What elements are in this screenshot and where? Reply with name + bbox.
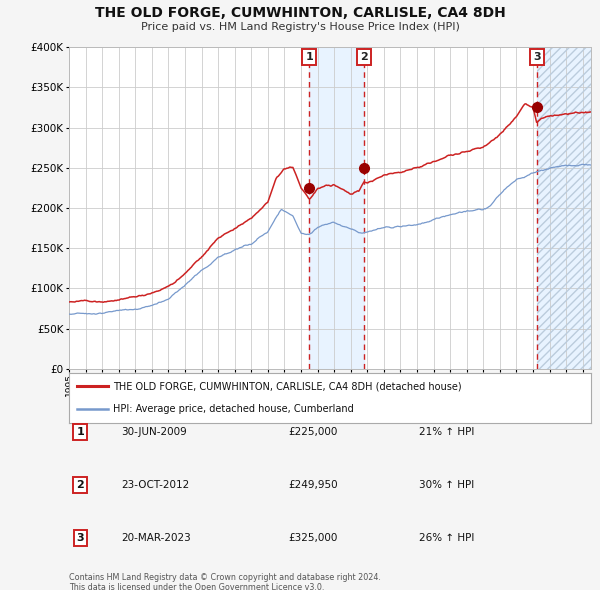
Text: 26% ↑ HPI: 26% ↑ HPI (419, 533, 474, 543)
Text: 23-OCT-2012: 23-OCT-2012 (121, 480, 190, 490)
Text: £325,000: £325,000 (288, 533, 338, 543)
Text: 1: 1 (77, 427, 85, 437)
Text: This data is licensed under the Open Government Licence v3.0.: This data is licensed under the Open Gov… (69, 583, 325, 590)
Text: 1: 1 (305, 52, 313, 62)
Text: 21% ↑ HPI: 21% ↑ HPI (419, 427, 474, 437)
Text: Price paid vs. HM Land Registry's House Price Index (HPI): Price paid vs. HM Land Registry's House … (140, 22, 460, 32)
Text: 30-JUN-2009: 30-JUN-2009 (121, 427, 187, 437)
Text: 20-MAR-2023: 20-MAR-2023 (121, 533, 191, 543)
Text: £225,000: £225,000 (288, 427, 338, 437)
Text: 3: 3 (77, 533, 84, 543)
Text: 3: 3 (533, 52, 541, 62)
Text: THE OLD FORGE, CUMWHINTON, CARLISLE, CA4 8DH (detached house): THE OLD FORGE, CUMWHINTON, CARLISLE, CA4… (113, 381, 462, 391)
Bar (536, 47, 591, 369)
Text: £249,950: £249,950 (288, 480, 338, 490)
Bar (309, 47, 364, 369)
Text: 2: 2 (360, 52, 368, 62)
Text: 2: 2 (77, 480, 85, 490)
Text: Contains HM Land Registry data © Crown copyright and database right 2024.: Contains HM Land Registry data © Crown c… (69, 573, 381, 582)
Bar (536, 47, 591, 369)
Text: HPI: Average price, detached house, Cumberland: HPI: Average price, detached house, Cumb… (113, 405, 354, 415)
Text: THE OLD FORGE, CUMWHINTON, CARLISLE, CA4 8DH: THE OLD FORGE, CUMWHINTON, CARLISLE, CA4… (95, 6, 505, 20)
Text: 30% ↑ HPI: 30% ↑ HPI (419, 480, 474, 490)
